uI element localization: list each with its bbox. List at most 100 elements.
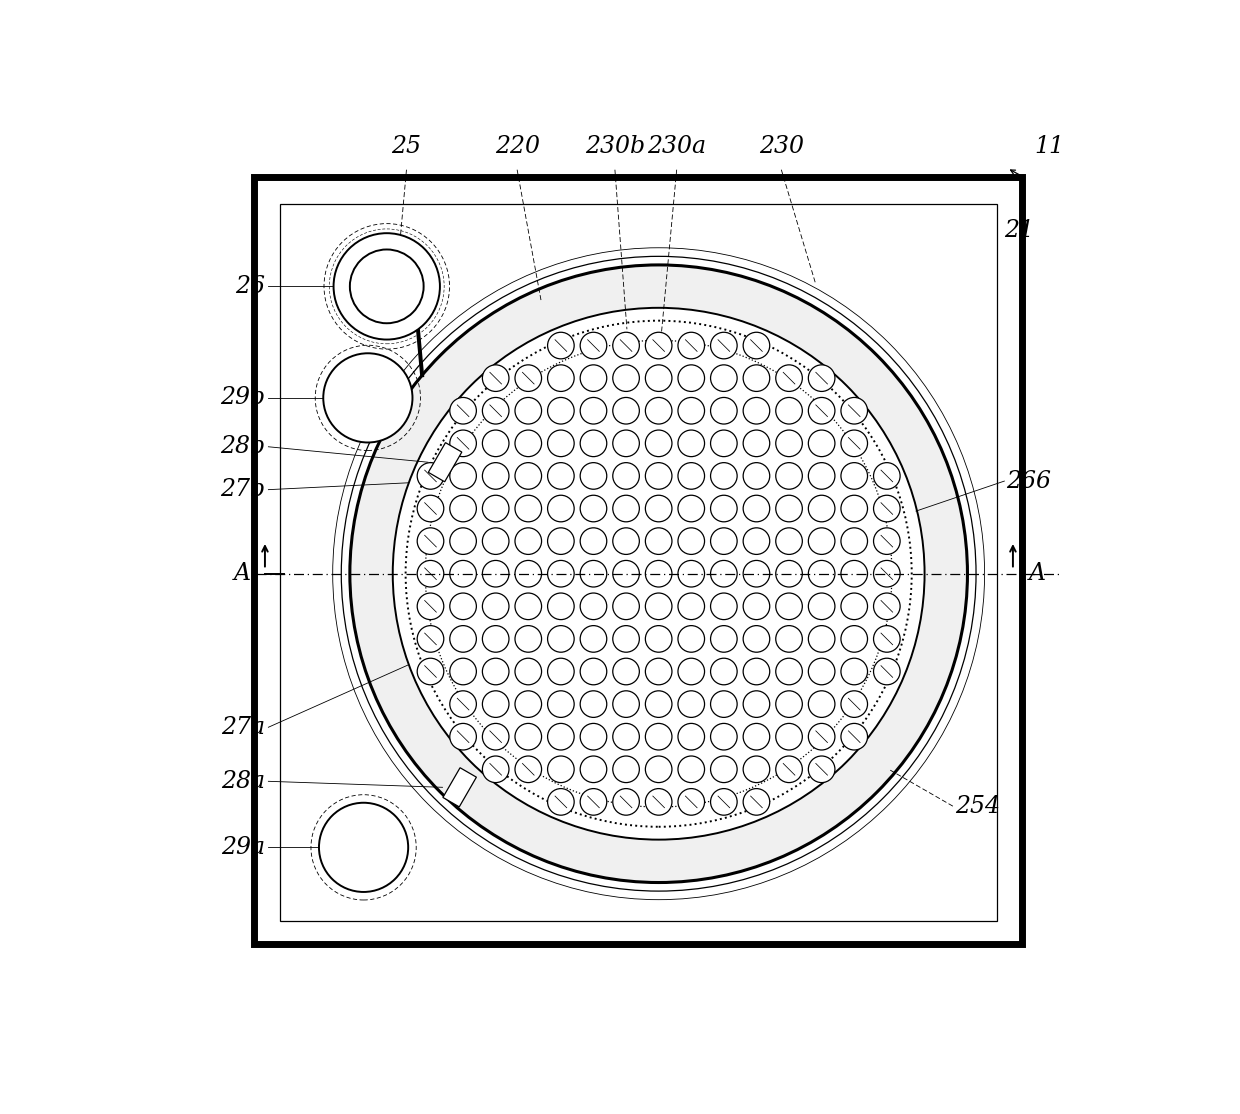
Circle shape	[678, 462, 704, 489]
Circle shape	[613, 398, 640, 424]
Text: 29a: 29a	[221, 836, 265, 859]
Circle shape	[515, 398, 542, 424]
Circle shape	[580, 756, 606, 783]
Circle shape	[776, 365, 802, 391]
Circle shape	[450, 691, 476, 717]
Text: 230: 230	[759, 135, 804, 158]
Circle shape	[482, 430, 508, 457]
Circle shape	[808, 691, 835, 717]
Circle shape	[743, 658, 770, 685]
Circle shape	[580, 723, 606, 750]
Circle shape	[580, 658, 606, 685]
Circle shape	[548, 723, 574, 750]
Circle shape	[482, 658, 508, 685]
Circle shape	[678, 496, 704, 521]
Circle shape	[450, 560, 476, 587]
Circle shape	[482, 528, 508, 555]
Circle shape	[450, 430, 476, 457]
Circle shape	[873, 528, 900, 555]
Circle shape	[482, 560, 508, 587]
Circle shape	[808, 723, 835, 750]
Circle shape	[548, 658, 574, 685]
Text: 230a: 230a	[647, 135, 707, 158]
Circle shape	[350, 250, 424, 323]
Circle shape	[580, 528, 606, 555]
Circle shape	[515, 462, 542, 489]
Circle shape	[417, 462, 444, 489]
Text: 230b: 230b	[585, 135, 645, 158]
Circle shape	[417, 626, 444, 652]
Circle shape	[450, 462, 476, 489]
Circle shape	[808, 528, 835, 555]
Circle shape	[678, 658, 704, 685]
Circle shape	[841, 691, 868, 717]
Circle shape	[808, 658, 835, 685]
Circle shape	[776, 560, 802, 587]
Circle shape	[515, 560, 542, 587]
Circle shape	[548, 430, 574, 457]
Circle shape	[743, 528, 770, 555]
Circle shape	[808, 560, 835, 587]
Circle shape	[841, 462, 868, 489]
Circle shape	[482, 756, 508, 783]
Circle shape	[841, 496, 868, 521]
Circle shape	[613, 691, 640, 717]
Circle shape	[841, 560, 868, 587]
Text: 11: 11	[1034, 135, 1064, 158]
Circle shape	[678, 626, 704, 652]
Circle shape	[645, 496, 672, 521]
Circle shape	[711, 332, 737, 359]
Circle shape	[613, 593, 640, 619]
Circle shape	[808, 593, 835, 619]
Text: 28b: 28b	[219, 436, 265, 458]
Circle shape	[776, 496, 802, 521]
Circle shape	[613, 658, 640, 685]
Circle shape	[548, 756, 574, 783]
Circle shape	[580, 626, 606, 652]
Circle shape	[776, 626, 802, 652]
Circle shape	[841, 528, 868, 555]
Circle shape	[580, 789, 606, 815]
Text: 254: 254	[955, 794, 999, 818]
Circle shape	[645, 430, 672, 457]
Circle shape	[613, 560, 640, 587]
Circle shape	[580, 593, 606, 619]
Circle shape	[808, 756, 835, 783]
Circle shape	[743, 593, 770, 619]
Circle shape	[515, 365, 542, 391]
Circle shape	[873, 462, 900, 489]
Text: 27a: 27a	[221, 716, 265, 739]
Circle shape	[515, 691, 542, 717]
Circle shape	[743, 691, 770, 717]
Circle shape	[482, 626, 508, 652]
Circle shape	[678, 528, 704, 555]
Circle shape	[645, 658, 672, 685]
Circle shape	[580, 365, 606, 391]
Circle shape	[776, 528, 802, 555]
Circle shape	[841, 593, 868, 619]
Circle shape	[873, 658, 900, 685]
Circle shape	[548, 496, 574, 521]
Circle shape	[841, 626, 868, 652]
Circle shape	[482, 398, 508, 424]
Circle shape	[515, 430, 542, 457]
Text: 28a: 28a	[221, 770, 265, 793]
Circle shape	[711, 626, 737, 652]
Circle shape	[841, 658, 868, 685]
Circle shape	[515, 626, 542, 652]
Circle shape	[678, 756, 704, 783]
Circle shape	[613, 332, 640, 359]
Circle shape	[678, 691, 704, 717]
Circle shape	[776, 398, 802, 424]
Circle shape	[613, 430, 640, 457]
Circle shape	[808, 496, 835, 521]
Circle shape	[350, 265, 967, 882]
Circle shape	[645, 332, 672, 359]
Circle shape	[711, 593, 737, 619]
Circle shape	[482, 462, 508, 489]
Circle shape	[776, 658, 802, 685]
Circle shape	[743, 496, 770, 521]
Circle shape	[319, 803, 408, 892]
Circle shape	[743, 430, 770, 457]
Circle shape	[711, 756, 737, 783]
